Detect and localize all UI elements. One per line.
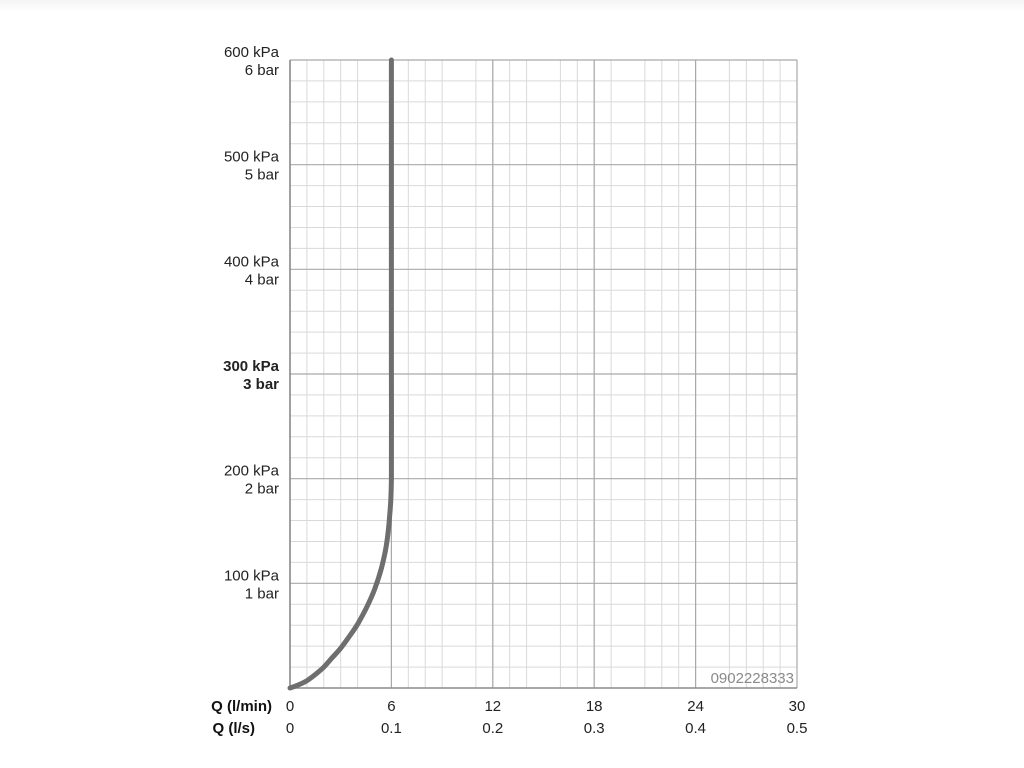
x-tick-label-lmin: 12	[484, 698, 501, 715]
major-grid	[289, 59, 798, 689]
x-tick-label-ls: 0.2	[482, 720, 503, 737]
x-axis-title-lmin: Q (l/min)	[211, 698, 272, 715]
y-tick-label-kpa: 500 kPa	[224, 149, 280, 166]
x-tick-labels: 0 0 6 0.1 12 0.2 18 0.3 24 0.4 30 0.5	[286, 698, 808, 737]
x-tick-label-ls: 0	[286, 720, 294, 737]
watermark-text: 0902228333	[711, 670, 794, 687]
y-tick-label-kpa: 300 kPa	[223, 358, 280, 375]
x-tick-label-lmin: 6	[387, 698, 395, 715]
x-tick-label-lmin: 24	[687, 698, 704, 715]
x-tick-label-ls: 0.1	[381, 720, 402, 737]
x-tick-label-lmin: 0	[286, 698, 294, 715]
y-tick-label-kpa: 200 kPa	[224, 463, 280, 480]
curve-layer	[287, 57, 395, 691]
x-tick-label-lmin: 30	[789, 698, 806, 715]
y-tick-label-bar: 2 bar	[245, 481, 279, 498]
y-tick-label-kpa: 400 kPa	[224, 253, 280, 270]
y-tick-label-kpa: 100 kPa	[224, 567, 280, 584]
y-tick-label-bar: 3 bar	[243, 376, 279, 393]
x-tick-label-ls: 0.4	[685, 720, 706, 737]
y-tick-label-kpa: 600 kPa	[224, 44, 280, 61]
x-tick-label-ls: 0.5	[787, 720, 808, 737]
y-tick-label-bar: 4 bar	[245, 271, 279, 288]
top-faint-strip	[0, 0, 1024, 12]
x-tick-label-lmin: 18	[586, 698, 603, 715]
x-tick-label-ls: 0.3	[584, 720, 605, 737]
y-tick-label-bar: 1 bar	[245, 585, 279, 602]
y-tick-label-bar: 6 bar	[245, 62, 279, 79]
flow-pressure-curve	[287, 57, 395, 691]
y-tick-label-bar: 5 bar	[245, 167, 279, 184]
x-axis-title-ls: Q (l/s)	[212, 720, 255, 737]
